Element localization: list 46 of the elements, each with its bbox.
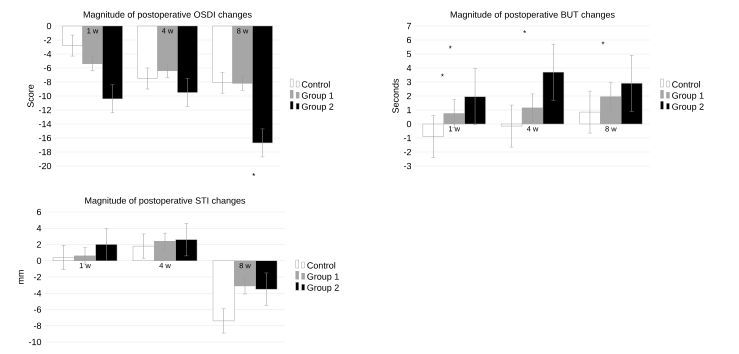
y-tick-label: 4 [36,225,42,232]
y-tick-label: -10 [28,338,42,346]
y-tick-label: -8 [44,78,52,86]
y-tick-label: 2 [406,92,412,100]
legend-label: Group 1 [302,92,334,100]
y-axis-title: Score [27,84,34,108]
y-tick-label: 0 [46,22,52,30]
y-tick-label: -14 [38,120,52,128]
legend-label: Control [307,262,336,269]
y-tick-label: -2 [34,274,42,280]
y-tick-label: -1 [404,134,412,142]
y-tick-label: -8 [34,322,42,329]
legend-label: Group 2 [672,103,704,112]
y-tick-label: -3 [404,162,412,170]
chart-title: Magnitude of postoperative STI changes [85,197,246,206]
y-tick-label: -20 [38,162,52,170]
chart-title: Magnitude of postoperative OSDI changes [84,11,252,20]
legend-label: Group 1 [307,273,339,282]
y-tick-label: -2 [44,36,52,44]
legend-label: Group 1 [672,92,704,100]
y-tick-label: -4 [34,290,42,296]
y-tick-label: -18 [38,148,52,156]
y-tick-label: -4 [44,50,52,58]
y-tick-label: 2 [36,241,42,248]
y-tick-label: 4 [406,64,412,72]
y-tick-label: 0 [36,258,42,264]
y-tick-label: 7 [406,22,412,30]
y-tick-label: -10 [38,92,52,100]
y-tick-label: -16 [38,134,52,142]
y-tick-label: -6 [44,64,52,72]
y-tick-label: 6 [406,36,412,44]
y-tick-label: 5 [406,50,412,58]
y-tick-label: -6 [34,306,42,313]
y-tick-label: 0 [406,120,412,128]
chart-title: Magnitude of postoperative BUT changes [450,11,615,20]
y-tick-label: -12 [38,106,52,114]
legend-label: Group 2 [302,103,334,112]
legend-label: Group 2 [307,284,339,293]
y-tick-label: 1 [407,106,412,114]
legend-label: Control [302,81,330,88]
y-axis-title: mm [18,270,24,284]
y-tick-label: 6 [36,208,42,216]
legend-label: Control [672,81,700,88]
y-axis-title: Seconds [392,78,399,114]
y-tick-label: 3 [406,78,412,86]
y-tick-label: -2 [404,148,412,156]
